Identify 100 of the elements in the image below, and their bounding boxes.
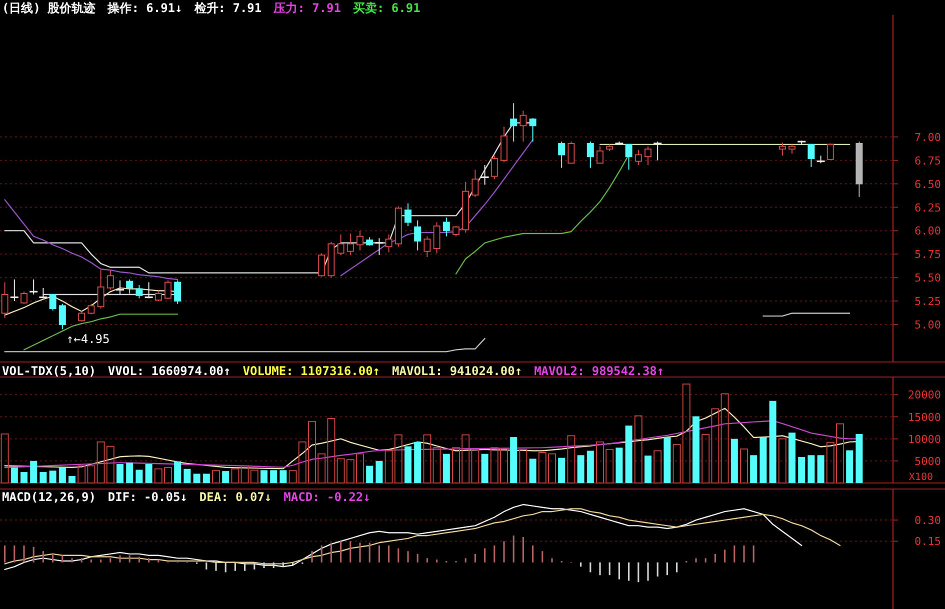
bar: [519, 448, 528, 484]
bar: [136, 470, 143, 483]
bar: [212, 470, 220, 484]
bar: [798, 456, 806, 483]
bar: [442, 454, 450, 483]
bar: [750, 455, 758, 483]
bar: [49, 470, 56, 483]
bar: [856, 434, 863, 483]
candlestick: [644, 146, 652, 166]
candlestick: [634, 150, 642, 166]
candlestick: [97, 270, 104, 310]
candlestick: [174, 280, 182, 304]
bar: [817, 455, 824, 483]
bar: [740, 448, 748, 484]
y-tick-label: 5.50: [914, 272, 941, 285]
bar: [68, 476, 76, 483]
y-tick-label: 7.00: [914, 130, 941, 144]
text: 买卖: 6.91: [352, 1, 420, 15]
y-tick-label: 6.00: [914, 224, 941, 238]
candlestick: [356, 230, 364, 251]
candlestick: [337, 234, 344, 256]
y-axis-title: X100: [908, 472, 933, 483]
bar: [634, 415, 642, 484]
y-tick-label: 20000: [908, 388, 941, 402]
annotation: MAVOL1: 941024.00↑: [392, 364, 522, 378]
y-tick-label: 5.25: [914, 295, 941, 308]
y-tick-label: 5.75: [914, 248, 941, 262]
bar: [567, 435, 576, 484]
bar: [58, 468, 66, 483]
bar: [616, 448, 623, 483]
bar: [808, 455, 815, 483]
bar: [720, 393, 729, 484]
y-tick-label: 15000: [908, 410, 941, 424]
bar: [769, 400, 776, 483]
bar: [40, 472, 47, 483]
candlestick: [442, 217, 450, 237]
bar: [222, 471, 230, 483]
candlestick: [778, 142, 786, 156]
bar: [577, 455, 584, 483]
y-tick-label: 6.50: [914, 178, 941, 191]
candlestick: [424, 236, 431, 258]
candlestick: [808, 144, 815, 168]
candlestick: [346, 233, 354, 256]
bar: [664, 437, 671, 483]
bar: [510, 437, 518, 483]
candlestick: [1, 282, 8, 318]
bar: [20, 472, 28, 483]
bar: [404, 446, 412, 483]
candlestick: [529, 118, 536, 142]
y-tick-label: 5.00: [914, 318, 941, 332]
candlestick: [20, 291, 28, 304]
bar: [423, 434, 432, 484]
bar: [260, 470, 268, 483]
bar: [481, 454, 488, 483]
bar: [432, 447, 441, 484]
annotation: DIF: -0.05↓: [108, 490, 188, 504]
y-tick-label: 10000: [908, 432, 941, 446]
bar: [145, 464, 152, 483]
line-series: [4, 508, 841, 564]
candlestick: [58, 303, 66, 330]
annotation: VOLUME: 1107316.00↑: [242, 364, 380, 378]
bar: [529, 458, 536, 483]
candlestick: [788, 144, 796, 154]
y-tick-label: 5000: [914, 454, 941, 468]
bar: [280, 470, 287, 483]
bar: [366, 466, 374, 483]
bar: [654, 450, 662, 484]
chart-title: MACD(12,26,9): [2, 490, 96, 504]
bar: [202, 474, 210, 483]
candlestick: [78, 310, 86, 322]
candlestick: [826, 142, 834, 160]
candlestick: [452, 226, 460, 237]
candlestick: [472, 169, 479, 198]
candlestick: [385, 234, 392, 253]
bar: [625, 426, 632, 483]
text: 压力: 7.91: [272, 1, 341, 15]
bar: [692, 416, 700, 483]
bar: [30, 460, 38, 483]
bar: [184, 468, 191, 483]
annotation: DEA: 0.07↓: [199, 490, 272, 504]
y-tick-label: 0.30: [914, 514, 941, 528]
bar: [193, 474, 200, 483]
bar: [644, 456, 652, 483]
annotation: MACD: -0.22↓: [284, 490, 370, 504]
bar: [730, 438, 738, 483]
candlestick: [414, 220, 422, 251]
chart-title: (日线) 股价轨迹: [2, 1, 96, 15]
candlestick: [586, 141, 594, 168]
candlestick: [49, 294, 56, 311]
bar: [586, 450, 594, 483]
candlestick: [558, 141, 566, 168]
candlestick: [625, 144, 632, 170]
candlestick: [106, 270, 114, 290]
candlestick: [154, 290, 162, 302]
candlestick: [568, 141, 575, 164]
bar: [376, 460, 383, 483]
annotation: MAVOL2: 989542.38↑: [534, 364, 664, 378]
text: 操作: 6.91↓: [106, 1, 182, 15]
line-series: [4, 504, 802, 570]
bar: [846, 450, 854, 483]
